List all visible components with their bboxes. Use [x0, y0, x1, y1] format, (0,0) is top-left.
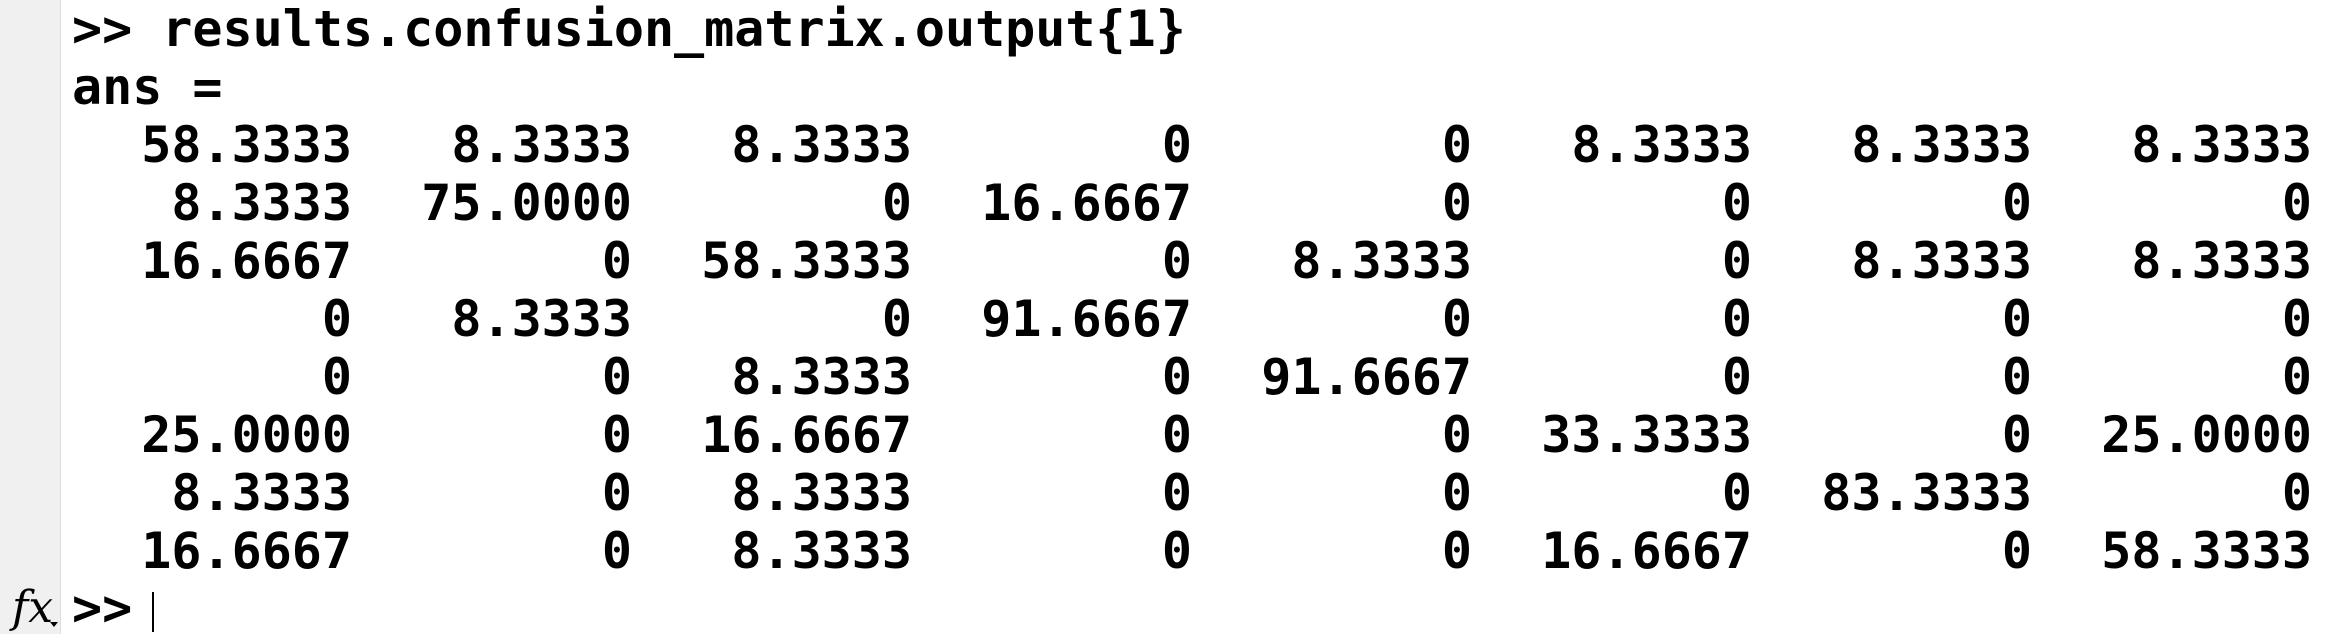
- matrix-cell: 0: [2281, 464, 2312, 522]
- matrix-row: 0 8.3333 0 91.6667 0 0 0 0: [72, 290, 2332, 348]
- matrix-row: 58.3333 8.3333 8.3333 0 0 8.3333 8.3333 …: [72, 116, 2332, 174]
- function-browser-icon[interactable]: fx: [12, 582, 54, 633]
- matrix-cell: 8.3333: [731, 464, 912, 522]
- matrix-cell: 8.3333: [451, 290, 632, 348]
- ans-label: ans =: [72, 58, 223, 116]
- matrix-cell: 16.6667: [701, 406, 912, 464]
- matrix-cell: 16.6667: [141, 522, 352, 580]
- matrix-cell: 8.3333: [171, 464, 352, 522]
- matrix-cell: 8.3333: [2131, 116, 2312, 174]
- matrix-cell: 0: [2281, 290, 2312, 348]
- matrix-cell: 0: [1161, 348, 1192, 406]
- matrix-cell: 8.3333: [1571, 116, 1752, 174]
- text-caret: [152, 591, 155, 632]
- matrix-row: 8.3333 0 8.3333 0 0 0 83.3333 0: [72, 464, 2332, 522]
- matrix-cell: 0: [2281, 348, 2312, 406]
- console-output[interactable]: >> results.confusion_matrix.output{1} an…: [72, 0, 2332, 634]
- matrix-cell: 33.3333: [1541, 406, 1752, 464]
- matrix-cell: 0: [1721, 464, 1752, 522]
- matrix-cell: 0: [881, 290, 912, 348]
- matrix-cell: 0: [601, 348, 632, 406]
- matrix-cell: 0: [1161, 406, 1192, 464]
- matrix-cell: 0: [601, 232, 632, 290]
- matrix-cell: 0: [601, 406, 632, 464]
- function-browser-dropdown-icon[interactable]: [50, 622, 58, 627]
- matrix-cell: 0: [1441, 406, 1472, 464]
- matrix-row: 25.0000 0 16.6667 0 0 33.3333 0 25.0000: [72, 406, 2332, 464]
- matrix-cell: 0: [1441, 174, 1472, 232]
- command-line: >> results.confusion_matrix.output{1}: [72, 0, 1186, 58]
- matrix-cell: 0: [321, 290, 352, 348]
- matrix-cell: 0: [2281, 174, 2312, 232]
- matrix-cell: 58.3333: [141, 116, 352, 174]
- matrix-cell: 0: [1721, 174, 1752, 232]
- matrix-cell: 0: [321, 348, 352, 406]
- matrix-cell: 58.3333: [2101, 522, 2312, 580]
- matrix-row: 8.3333 75.0000 0 16.6667 0 0 0 0: [72, 174, 2332, 232]
- matrix-cell: 83.3333: [1821, 464, 2032, 522]
- matrix-cell: 8.3333: [731, 522, 912, 580]
- matrix-cell: 58.3333: [701, 232, 912, 290]
- matrix-cell: 8.3333: [171, 174, 352, 232]
- matrix-cell: 16.6667: [981, 174, 1192, 232]
- matrix-cell: 75.0000: [421, 174, 632, 232]
- matrix-cell: 8.3333: [731, 116, 912, 174]
- console-gutter: [0, 0, 61, 634]
- matrix-cell: 8.3333: [1851, 116, 2032, 174]
- matrix-cell: 0: [1161, 464, 1192, 522]
- prompt-symbol: >>: [72, 579, 133, 634]
- matrix-cell: 0: [1721, 348, 1752, 406]
- matrix-cell: 8.3333: [1291, 232, 1472, 290]
- matrix-cell: 0: [2001, 522, 2032, 580]
- matrix-cell: 0: [1721, 232, 1752, 290]
- matrix-cell: 0: [1441, 290, 1472, 348]
- matrix-cell: 0: [2001, 174, 2032, 232]
- command-prompt[interactable]: >>: [72, 579, 155, 634]
- matrix-cell: 8.3333: [731, 348, 912, 406]
- matrix-cell: 91.6667: [1261, 348, 1472, 406]
- matrix-cell: 25.0000: [2101, 406, 2312, 464]
- matrix-row: 16.6667 0 58.3333 0 8.3333 0 8.3333 8.33…: [72, 232, 2332, 290]
- matrix-cell: 0: [881, 174, 912, 232]
- matrix-row: 0 0 8.3333 0 91.6667 0 0 0: [72, 348, 2332, 406]
- matrix-cell: 0: [2001, 406, 2032, 464]
- matrix-cell: 0: [1441, 116, 1472, 174]
- matrix-cell: 8.3333: [2131, 232, 2312, 290]
- matrix-cell: 25.0000: [141, 406, 352, 464]
- matrix-cell: 8.3333: [1851, 232, 2032, 290]
- matrix-cell: 91.6667: [981, 290, 1192, 348]
- confusion-matrix-output: 58.3333 8.3333 8.3333 0 0 8.3333 8.3333 …: [72, 116, 2332, 580]
- command-prompt-row[interactable]: fx >>: [0, 582, 2340, 634]
- matrix-cell: 0: [1441, 522, 1472, 580]
- matrix-cell: 0: [1161, 116, 1192, 174]
- matrix-cell: 0: [2001, 348, 2032, 406]
- matrix-cell: 0: [601, 522, 632, 580]
- matrix-cell: 0: [1441, 464, 1472, 522]
- matrix-cell: 0: [1721, 290, 1752, 348]
- matrix-row: 16.6667 0 8.3333 0 0 16.6667 0 58.3333: [72, 522, 2332, 580]
- matrix-cell: 16.6667: [141, 232, 352, 290]
- matrix-cell: 0: [1161, 522, 1192, 580]
- matrix-cell: 16.6667: [1541, 522, 1752, 580]
- matrix-cell: 0: [2001, 290, 2032, 348]
- matrix-cell: 8.3333: [451, 116, 632, 174]
- matrix-cell: 0: [1161, 232, 1192, 290]
- matrix-cell: 0: [601, 464, 632, 522]
